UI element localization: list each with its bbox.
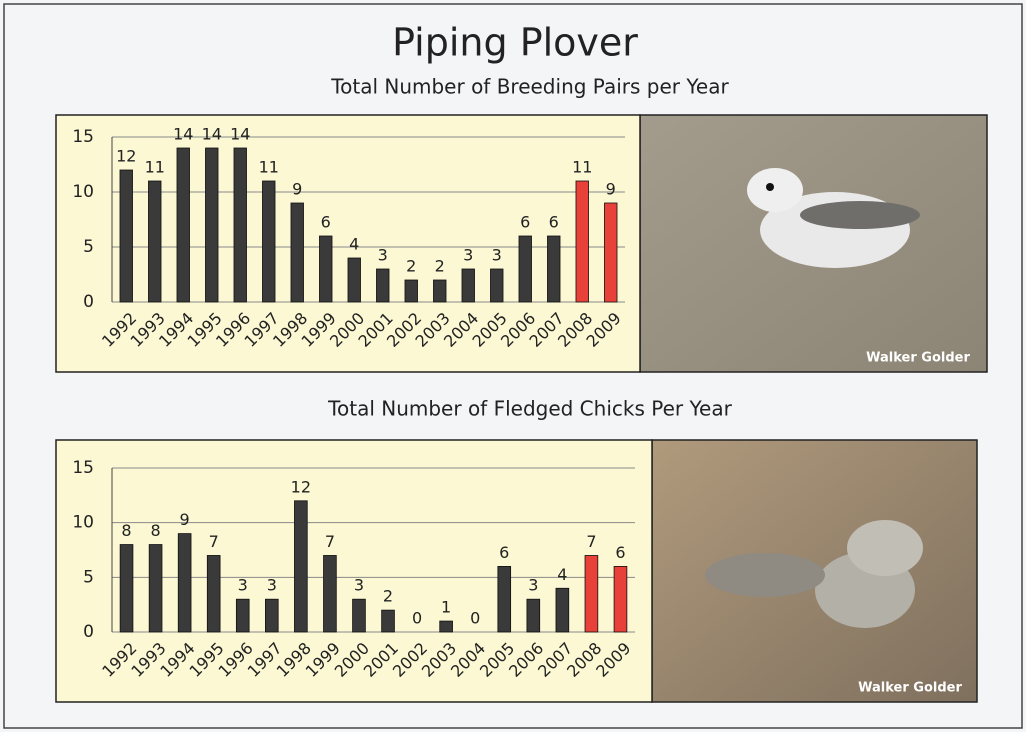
data-label: 3 (267, 576, 277, 595)
data-label: 7 (586, 532, 596, 551)
photo-credit: Walker Golder (858, 681, 962, 696)
bar (324, 555, 337, 632)
data-label: 8 (121, 521, 131, 540)
bar (236, 599, 249, 632)
data-label: 8 (150, 521, 160, 540)
bar (265, 599, 278, 632)
data-label: 0 (470, 609, 480, 628)
bar (120, 545, 133, 632)
chart-title: Total Number of Fledged Chicks Per Year (327, 397, 732, 421)
data-label: 2 (383, 587, 393, 606)
bar (547, 236, 560, 302)
data-label: 7 (209, 532, 219, 551)
data-label: 2 (406, 257, 416, 276)
data-label: 14 (173, 125, 193, 144)
data-label: 3 (238, 576, 248, 595)
data-label: 6 (520, 213, 530, 232)
data-label: 3 (463, 246, 473, 265)
y-tick-label: 5 (83, 237, 94, 257)
data-label: 11 (572, 158, 592, 177)
data-label: 7 (325, 532, 335, 551)
data-label: 4 (557, 565, 567, 584)
bar (148, 181, 161, 302)
bar (207, 555, 220, 632)
data-label: 3 (378, 246, 388, 265)
y-tick-label: 0 (83, 292, 94, 312)
bar (348, 258, 361, 302)
bar (604, 203, 617, 302)
y-tick-label: 15 (72, 127, 94, 147)
bar (527, 599, 540, 632)
data-label: 9 (606, 180, 616, 199)
page-title: Piping Plover (392, 21, 638, 65)
photo (640, 115, 987, 372)
bar (205, 148, 218, 302)
bar (149, 545, 162, 632)
data-label: 4 (349, 235, 359, 254)
data-label: 2 (435, 257, 445, 276)
bar (178, 534, 191, 632)
data-label: 14 (202, 125, 222, 144)
data-label: 11 (145, 158, 165, 177)
bar (262, 181, 275, 302)
page: Piping Plover Walker Golder Walker Golde… (0, 0, 1026, 732)
data-label: 6 (549, 213, 559, 232)
data-label: 9 (292, 180, 302, 199)
bar (234, 148, 247, 302)
bar (294, 501, 307, 632)
bar (177, 148, 190, 302)
data-label: 6 (499, 543, 509, 562)
bar (319, 236, 332, 302)
y-tick-label: 10 (72, 513, 94, 533)
bar (498, 566, 511, 632)
bar (120, 170, 133, 302)
y-tick-label: 5 (83, 567, 94, 587)
data-label: 12 (291, 477, 311, 496)
chart-title: Total Number of Breeding Pairs per Year (330, 75, 729, 99)
bar (519, 236, 532, 302)
data-label: 3 (492, 246, 502, 265)
bar (353, 599, 366, 632)
data-label: 3 (528, 576, 538, 595)
bar (576, 181, 589, 302)
y-tick-label: 10 (72, 182, 94, 202)
bar (585, 555, 598, 632)
bar (462, 269, 475, 302)
data-label: 11 (259, 158, 279, 177)
bar (440, 621, 453, 632)
bar (614, 566, 627, 632)
data-label: 1 (441, 598, 451, 617)
data-label: 6 (321, 213, 331, 232)
bar (291, 203, 304, 302)
photo-credit: Walker Golder (866, 351, 970, 366)
y-tick-label: 15 (72, 458, 94, 478)
bar (405, 280, 418, 302)
bar (376, 269, 389, 302)
bar (556, 588, 569, 632)
bar (433, 280, 446, 302)
bar (382, 610, 395, 632)
data-label: 6 (615, 543, 625, 562)
data-label: 12 (116, 147, 136, 166)
data-label: 3 (354, 576, 364, 595)
data-label: 14 (230, 125, 250, 144)
data-label: 9 (180, 510, 190, 529)
bar (490, 269, 503, 302)
y-tick-label: 0 (83, 622, 94, 642)
photo (652, 440, 977, 702)
data-label: 0 (412, 609, 422, 628)
